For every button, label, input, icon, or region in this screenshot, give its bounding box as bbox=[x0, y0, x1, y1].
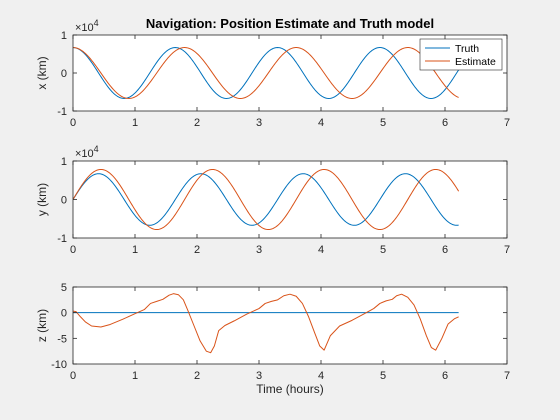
x-tick-label-y: 0 bbox=[70, 244, 76, 256]
series-line-x-estimate bbox=[73, 47, 459, 99]
series-line-x-truth bbox=[73, 47, 460, 99]
y-tick-label-x: 0 bbox=[61, 68, 67, 80]
chart-title: Navigation: Position Estimate and Truth … bbox=[146, 16, 434, 31]
axes-background-z bbox=[73, 287, 507, 364]
series-group-x bbox=[73, 47, 460, 99]
series-group-z bbox=[73, 293, 459, 354]
y-tick-label-z: -10 bbox=[51, 359, 67, 371]
y-axis-label-x: x (km) bbox=[35, 56, 49, 89]
y-tick-label-y: 0 bbox=[61, 195, 67, 207]
y-axis-label-y: y (km) bbox=[35, 183, 49, 216]
subplot-z: 0 1 2 3 4 5 6 7 -10 -5 0 5 z (km) Time (hours) bbox=[35, 282, 510, 396]
legend-entry-estimate: Estimate bbox=[455, 56, 496, 68]
x-tick-label-z: 2 bbox=[194, 370, 200, 382]
x-tick-label-z: 7 bbox=[504, 370, 510, 382]
x-tick-label-y: 1 bbox=[132, 244, 138, 256]
x-tick-label-z: 4 bbox=[318, 370, 324, 382]
y-tick-label-z: 5 bbox=[61, 282, 67, 294]
x-axis-label-z: Time (hours) bbox=[256, 382, 324, 396]
y-exponent-label-y: ×104 bbox=[75, 144, 99, 160]
series-line-z-estimate bbox=[73, 293, 459, 354]
x-tick-label-x: 1 bbox=[132, 117, 138, 129]
legend-box bbox=[419, 38, 503, 71]
x-tick-label-x: 2 bbox=[194, 117, 200, 129]
y-exponent-label-x: ×104 bbox=[75, 18, 99, 34]
x-tick-label-z: 0 bbox=[70, 370, 76, 382]
series-line-y-estimate bbox=[73, 168, 460, 231]
y-tick-label-x: -1 bbox=[57, 106, 67, 118]
x-tick-label-z: 6 bbox=[442, 370, 448, 382]
x-tick-label-y: 5 bbox=[380, 244, 386, 256]
x-tick-label-y: 7 bbox=[504, 244, 510, 256]
y-tick-label-z: -5 bbox=[57, 333, 67, 345]
y-tick-label-z: 0 bbox=[61, 308, 67, 320]
axes-background-y bbox=[73, 161, 507, 238]
y-tick-label-y: 1 bbox=[61, 156, 67, 168]
series-line-y-truth bbox=[73, 173, 459, 226]
y-tick-label-x: 1 bbox=[61, 30, 67, 42]
x-tick-label-x: 4 bbox=[318, 117, 324, 129]
x-tick-label-y: 4 bbox=[318, 244, 324, 256]
x-tick-label-z: 1 bbox=[132, 370, 138, 382]
x-tick-label-z: 3 bbox=[256, 370, 262, 382]
x-tick-label-x: 5 bbox=[380, 117, 386, 129]
x-tick-label-x: 0 bbox=[70, 117, 76, 129]
series-group-y bbox=[73, 168, 460, 231]
x-tick-label-x: 6 bbox=[442, 117, 448, 129]
y-axis-label-z: z (km) bbox=[35, 309, 49, 342]
x-tick-label-y: 3 bbox=[256, 244, 262, 256]
x-tick-label-z: 5 bbox=[380, 370, 386, 382]
legend-entry-truth: Truth bbox=[455, 43, 479, 55]
axes-frame-z bbox=[72, 286, 508, 365]
y-tick-label-y: -1 bbox=[57, 233, 67, 245]
x-tick-label-y: 6 bbox=[442, 244, 448, 256]
x-tick-label-x: 3 bbox=[256, 117, 262, 129]
x-tick-label-x: 7 bbox=[504, 117, 510, 129]
x-tick-label-y: 2 bbox=[194, 244, 200, 256]
